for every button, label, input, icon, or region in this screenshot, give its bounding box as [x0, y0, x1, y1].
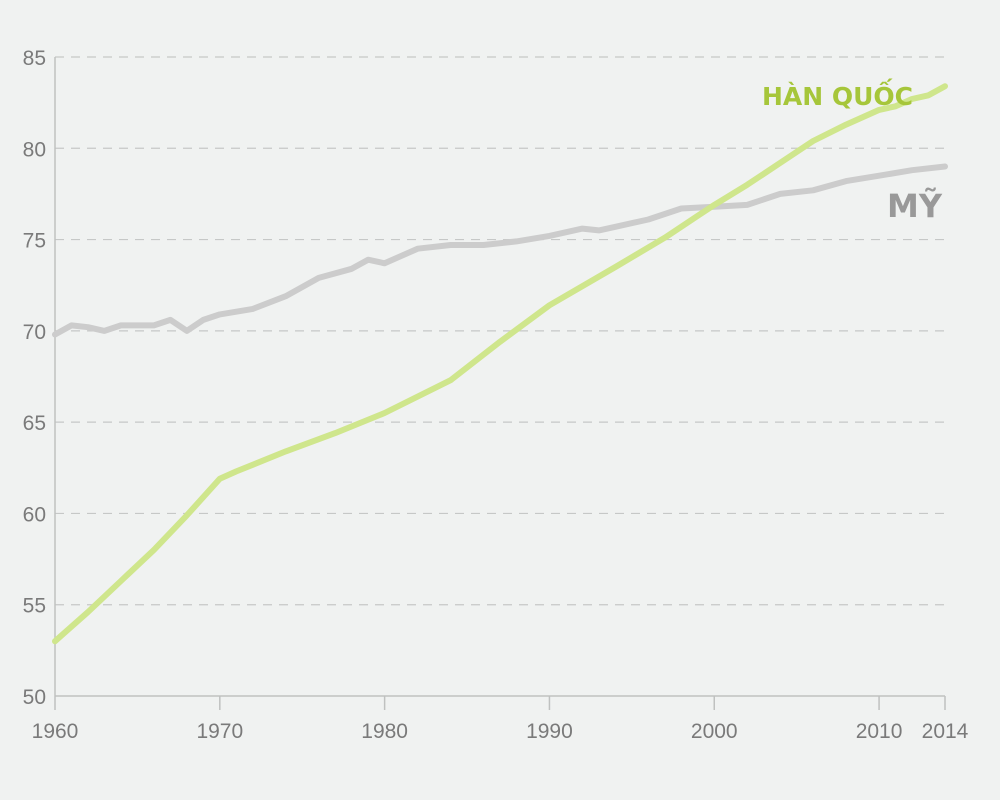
x-tick-label: 1980 [361, 720, 408, 743]
x-tick-label: 1990 [526, 720, 573, 743]
x-tick-label: 1970 [196, 720, 243, 743]
y-tick-label: 85 [23, 47, 46, 70]
x-tick-label: 1960 [32, 720, 79, 743]
y-tick-label: 70 [23, 321, 46, 344]
y-tick-label: 55 [23, 595, 46, 618]
x-tick-label: 2014 [922, 720, 969, 743]
y-tick-label: 80 [23, 138, 46, 161]
x-tick-labels: 1960 1970 1980 1990 2000 2010 2014 [32, 696, 969, 743]
y-tick-label: 60 [23, 503, 46, 526]
y-tick-labels: 50 55 60 65 70 75 80 85 [23, 47, 46, 709]
y-tick-label: 75 [23, 230, 46, 253]
axes [54, 57, 945, 697]
series-line-usa [52, 163, 948, 338]
series-line-korea [52, 83, 948, 645]
gridlines [55, 56, 945, 606]
series-label-korea: HÀN QUỐC [762, 78, 913, 111]
x-tick-label: 2000 [691, 720, 738, 743]
y-tick-label: 50 [23, 686, 46, 709]
y-tick-label: 65 [23, 412, 46, 435]
x-tick-label: 2010 [856, 720, 903, 743]
series-lines [52, 83, 948, 645]
series-label-usa: MỸ [887, 187, 943, 225]
